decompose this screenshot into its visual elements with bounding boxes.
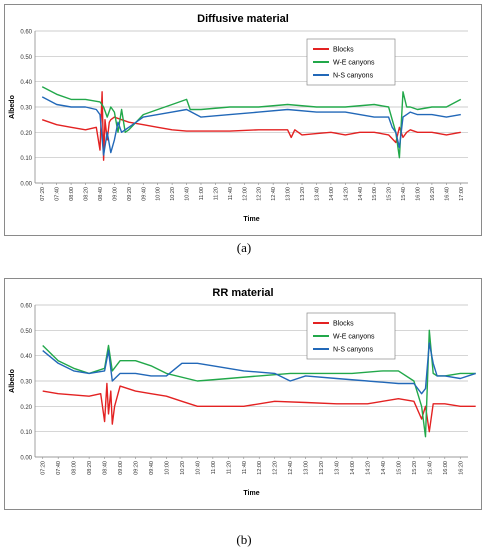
x-tick-label: 11:40 xyxy=(242,461,248,474)
x-tick-label: 14:00 xyxy=(350,461,356,475)
y-tick-label: 0.60 xyxy=(20,30,32,36)
legend-label: W-E canyons xyxy=(333,60,375,67)
caption-a: (a) xyxy=(236,240,252,255)
x-axis-label: Time xyxy=(243,490,259,497)
x-tick-label: 08:20 xyxy=(87,461,93,475)
y-tick-label: 0.60 xyxy=(20,304,32,310)
x-tick-label: 15:00 xyxy=(396,461,402,475)
x-tick-label: 12:40 xyxy=(288,461,294,475)
x-tick-label: 07:20 xyxy=(41,461,47,475)
series-line-n-s-canyons xyxy=(42,342,476,395)
x-tick-label: 10:00 xyxy=(164,461,170,475)
chart-rr-material: RR material 0.00 0.10 0.20 0.30 0.40 0.50 0.60 0… xyxy=(9,287,476,497)
y-tick-label: 0.00 xyxy=(20,182,32,188)
y-tick-label: 0.10 xyxy=(20,156,32,162)
x-tick-label: 14:40 xyxy=(358,187,364,201)
chart-diffusive-material: Diffusive material 0.00 0.10 0.20 0.30 0.40 0.… xyxy=(9,13,468,223)
x-tick-label: 10:40 xyxy=(195,461,201,475)
caption-b: (b) xyxy=(236,532,252,547)
x-tick-label: 14:40 xyxy=(381,461,387,475)
x-tick-label: 11:20 xyxy=(226,461,232,474)
chart-panel-rr: RR material 0.00 0.10 0.20 0.30 0.40 0.50 0.60 0… xyxy=(4,278,482,510)
x-tick-label: 09:20 xyxy=(134,461,140,475)
x-tick-label: 13:00 xyxy=(286,187,292,201)
y-axis-label: Albedo xyxy=(9,95,16,119)
x-tick-label: 13:20 xyxy=(300,187,306,201)
chart-title: RR material xyxy=(212,287,273,299)
y-tick-label: 0.30 xyxy=(20,380,32,386)
x-axis-label: Time xyxy=(243,216,259,223)
x-tick-label: 13:40 xyxy=(335,461,341,475)
x-tick-label: 15:20 xyxy=(412,461,418,475)
x-tick-label: 09:40 xyxy=(149,461,155,475)
x-tick-label: 14:20 xyxy=(343,187,349,201)
x-tick-label: 12:00 xyxy=(242,187,248,201)
x-tick-label: 16:00 xyxy=(443,461,449,475)
series-line-blocks xyxy=(42,382,476,433)
y-tick-label: 0.50 xyxy=(20,329,32,335)
x-tick-label: 13:20 xyxy=(319,461,325,475)
x-tick-label: 14:00 xyxy=(329,187,335,201)
y-tick-label: 0.50 xyxy=(20,55,32,61)
x-tick-label: 15:20 xyxy=(387,187,393,201)
x-tick-label: 08:20 xyxy=(84,187,90,201)
y-tick-label: 0.40 xyxy=(20,354,32,360)
y-tick-label: 0.20 xyxy=(20,405,32,411)
y-tick-label: 0.10 xyxy=(20,430,32,436)
x-tick-label: 16:20 xyxy=(430,187,436,201)
x-tick-label: 07:40 xyxy=(56,461,62,475)
x-tick-label: 15:40 xyxy=(401,187,407,201)
x-tick-label: 08:40 xyxy=(103,461,109,475)
x-tick-label: 11:20 xyxy=(213,187,219,200)
x-tick-label: 13:00 xyxy=(304,461,310,475)
series-line-w-e-canyons xyxy=(41,86,462,159)
x-tick-label: 10:40 xyxy=(185,187,191,201)
x-tick-label: 11:00 xyxy=(199,187,205,200)
x-tick-label: 10:20 xyxy=(170,187,176,201)
legend-label: N-S canyons xyxy=(333,73,374,80)
x-tick-label: 07:20 xyxy=(40,187,46,201)
x-tick-label: 11:40 xyxy=(228,187,234,200)
x-tick-label: 08:00 xyxy=(69,187,75,201)
y-axis-label: Albedo xyxy=(9,369,16,393)
x-tick-label: 14:20 xyxy=(365,461,371,475)
x-tick-label: 12:00 xyxy=(257,461,263,475)
chart-panel-diffusive: Diffusive material 0.00 0.10 0.20 0.30 0.40 0.… xyxy=(4,4,482,236)
x-tick-label: 17:00 xyxy=(459,187,465,201)
x-tick-label: 16:00 xyxy=(415,187,421,201)
x-tick-label: 09:20 xyxy=(127,187,133,201)
x-tick-label: 12:40 xyxy=(271,187,277,201)
x-tick-label: 10:00 xyxy=(156,187,162,201)
x-tick-label: 08:40 xyxy=(98,187,104,201)
x-tick-label: 13:40 xyxy=(314,187,320,201)
x-tick-label: 15:40 xyxy=(427,461,433,475)
x-tick-label: 09:00 xyxy=(118,461,124,475)
legend-label: N-S canyons xyxy=(333,347,374,354)
x-tick-label: 16:40 xyxy=(444,187,450,201)
x-tick-label: 09:40 xyxy=(141,187,147,201)
x-tick-label: 11:00 xyxy=(211,461,217,474)
x-tick-label: 07:40 xyxy=(55,187,61,201)
legend-label: Blocks xyxy=(333,47,354,54)
y-tick-label: 0.00 xyxy=(20,456,32,462)
legend-label: W-E canyons xyxy=(333,334,375,341)
series-line-n-s-canyons xyxy=(41,96,461,156)
chart-title: Diffusive material xyxy=(197,13,289,25)
x-tick-label: 15:00 xyxy=(372,187,378,201)
y-tick-label: 0.20 xyxy=(20,131,32,137)
x-tick-label: 12:20 xyxy=(257,187,263,201)
y-tick-label: 0.40 xyxy=(20,80,32,86)
legend-label: Blocks xyxy=(333,321,354,328)
x-tick-label: 12:20 xyxy=(273,461,279,475)
x-tick-label: 09:00 xyxy=(112,187,118,201)
x-tick-label: 16:20 xyxy=(458,461,464,475)
x-tick-label: 08:00 xyxy=(72,461,78,475)
series-line-w-e-canyons xyxy=(42,329,476,438)
y-tick-label: 0.30 xyxy=(20,106,32,112)
x-tick-label: 10:20 xyxy=(180,461,186,475)
